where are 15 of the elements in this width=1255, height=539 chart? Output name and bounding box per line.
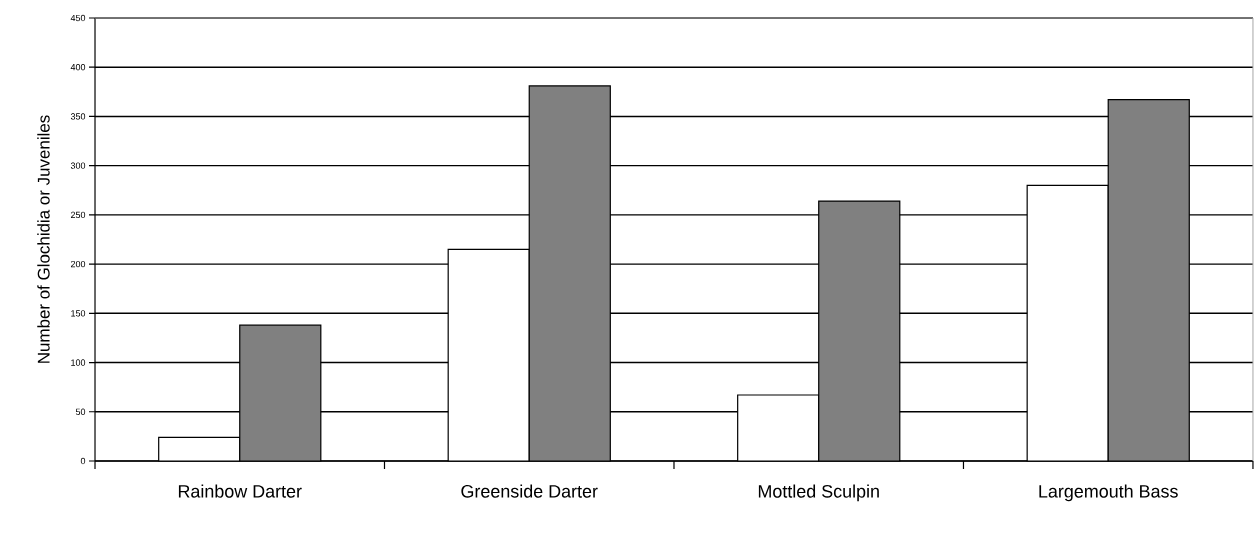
- y-tick-label: 250: [70, 211, 86, 219]
- y-tick-label: 300: [70, 162, 86, 169]
- y-tick-label: 450: [70, 14, 86, 22]
- y-tick-label: 100: [71, 359, 86, 366]
- y-tick-label: 0: [80, 457, 86, 465]
- y-axis-title: Number of Glochidia or Juveniles: [37, 115, 50, 363]
- y-tick-label: 350: [70, 113, 86, 120]
- x-tick-label: Greenside Darter: [461, 484, 598, 498]
- y-tick-label: 150: [71, 310, 86, 317]
- y-tick-label: 200: [70, 260, 86, 268]
- x-tick-label: Mottled Sculpin: [758, 484, 879, 502]
- x-tick-label: Rainbow Darter: [178, 484, 302, 498]
- y-tick-label: 50: [75, 408, 86, 415]
- y-tick-label: 400: [70, 64, 86, 71]
- x-tick-label: Largemouth Bass: [1039, 484, 1178, 502]
